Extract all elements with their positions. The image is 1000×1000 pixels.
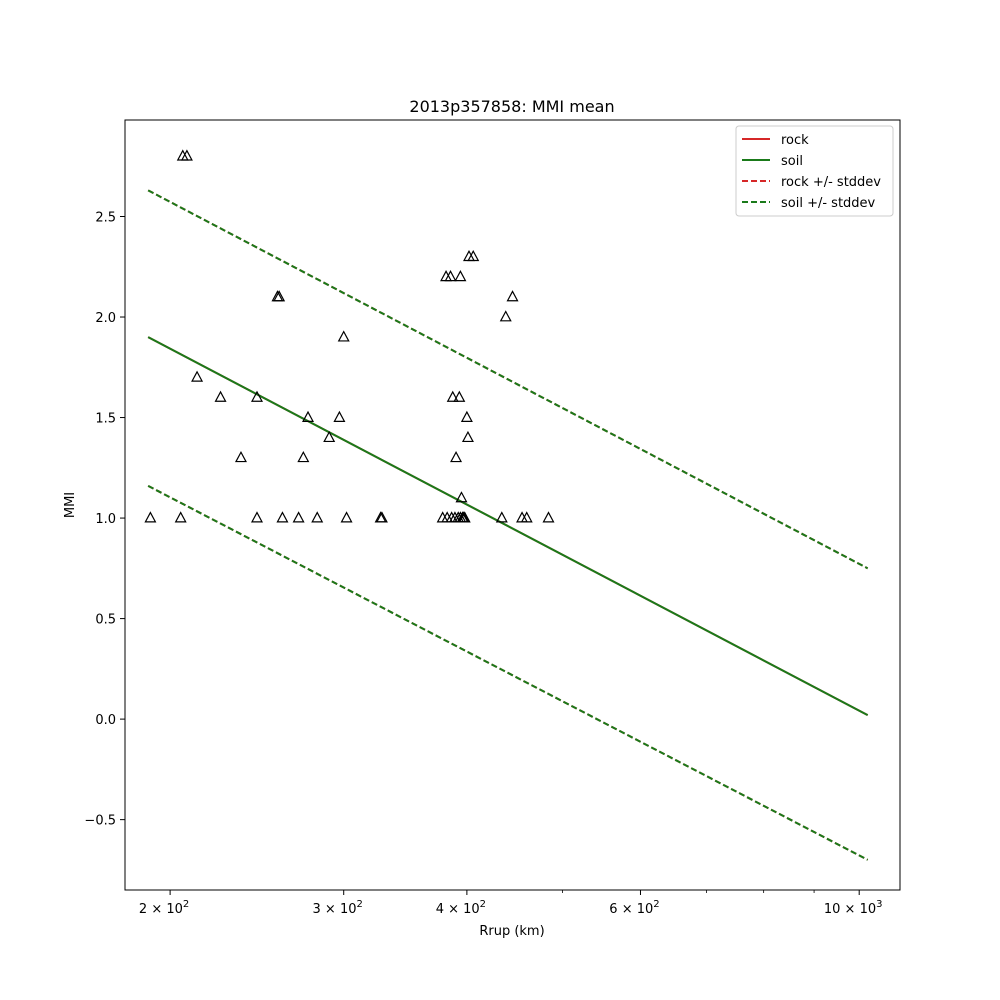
y-axis-label: MMI [63,492,78,518]
data-point [297,450,310,463]
data-point [250,511,264,523]
legend-label: soil [781,154,803,169]
y-axis: −0.5 0.0 0.5 1.0 1.5 2.0 2.5 [84,211,125,829]
data-point [506,290,519,302]
data-point [460,410,473,422]
chart-title: 2013p357858: MMI mean [409,97,614,116]
observation-points [144,149,555,523]
x-axis-label: Rrup (km) [479,924,544,939]
legend: rock soil rock +/- stddev soil +/- stddev [735,125,894,217]
data-point [214,390,227,402]
data-point [302,410,315,422]
data-point [276,511,289,523]
data-point [495,511,508,523]
x-tick-label: 2 × 102 [139,899,189,917]
soil-line [147,336,869,716]
data-point [250,390,264,402]
data-point [444,270,457,282]
model-lines [147,189,869,861]
x-axis: 2 × 102 3 × 102 4 × 102 6 × 102 10 × 103 [139,890,883,917]
data-point [455,491,468,503]
y-tick-label: 0.5 [95,613,116,628]
data-point [144,511,157,523]
legend-label: rock [781,133,809,148]
plot-frame [124,119,901,891]
data-point [311,511,324,523]
legend-label: soil +/- stddev [781,196,876,211]
data-point [292,511,305,523]
data-point [174,511,187,523]
data-point [453,390,466,402]
y-tick-label: −0.5 [84,814,116,829]
x-tick-label: 10 × 103 [824,899,883,917]
y-tick-label: 1.0 [95,512,116,527]
y-tick-label: 1.5 [95,412,116,427]
legend-label: rock +/- stddev [781,175,881,190]
data-point [520,511,533,523]
data-point [375,511,388,523]
soil-stddev-line [147,189,869,570]
data-point [458,511,471,523]
data-point [273,290,286,302]
data-point [499,310,512,322]
x-tick-label: 3 × 102 [313,899,363,917]
data-point [323,430,336,443]
data-point [446,390,459,402]
soil-stddev-lower-line [147,485,869,861]
data-point [191,370,204,382]
data-point [454,270,467,282]
y-tick-label: 2.0 [95,311,116,326]
data-point [467,249,480,262]
data-point [340,511,353,523]
y-tick-label: 2.5 [95,211,116,226]
data-point [180,149,193,161]
x-tick-label: 6 × 102 [609,899,659,917]
data-point [461,430,474,443]
y-tick-label: 0.0 [95,713,116,728]
data-point [337,330,350,342]
data-point [234,450,247,463]
data-point [542,511,555,523]
data-point [450,450,463,463]
x-tick-label: 4 × 102 [436,899,486,917]
data-point [333,410,346,422]
legend-box [735,125,894,217]
